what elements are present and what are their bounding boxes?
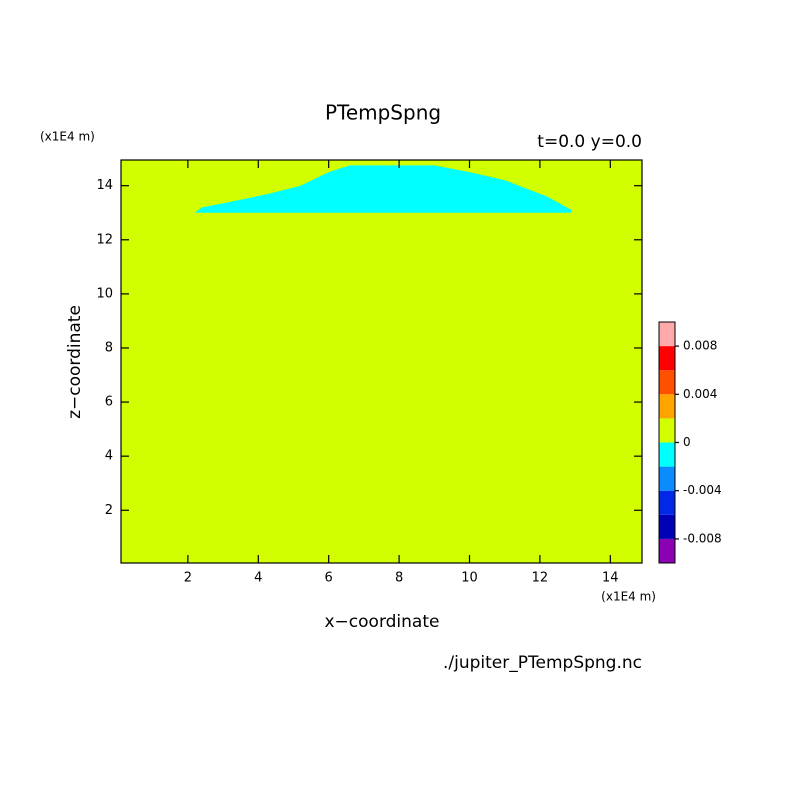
- y-tick-label: 4: [105, 449, 113, 464]
- colorbar-tick-label: -0.008: [683, 531, 722, 545]
- y-tick-label: 14: [96, 178, 113, 193]
- y-tick-label: 8: [105, 340, 113, 355]
- colorbar-bin: [659, 442, 675, 467]
- x-tick-label: 2: [184, 571, 192, 586]
- x-tick-label: 14: [602, 571, 619, 586]
- colorbar-bin: [659, 418, 675, 443]
- colorbar-bin: [659, 322, 675, 347]
- colorbar-bin: [659, 538, 675, 563]
- source-label: ./jupiter_PTempSpng.nc: [443, 653, 642, 673]
- x-axis-label: x−coordinate: [325, 612, 440, 632]
- contour-region: [194, 165, 572, 213]
- x-tick-label: 10: [461, 571, 478, 586]
- y-tick-label: 6: [105, 395, 113, 410]
- colorbar-bin: [659, 466, 675, 491]
- colorbar-bin: [659, 514, 675, 539]
- x-unit: (x1E4 m): [601, 590, 656, 604]
- y-tick-label: 2: [105, 503, 113, 518]
- y-axis-label: z−coordinate: [65, 305, 85, 419]
- colorbar-tick-label: -0.004: [683, 483, 722, 497]
- colorbar-bin: [659, 370, 675, 395]
- plot-frame: [120, 159, 643, 564]
- y-tick-label: 10: [96, 286, 113, 301]
- colorbar-bin: [659, 346, 675, 371]
- colorbar-bin: [659, 490, 675, 515]
- chart-title: PTempSpng: [325, 101, 441, 125]
- colorbar-tick-label: 0: [683, 435, 691, 449]
- colorbar-tick-label: 0.008: [683, 339, 717, 353]
- y-tick-label: 12: [96, 232, 113, 247]
- background-field: [121, 160, 642, 563]
- colorbar-bin: [659, 394, 675, 419]
- x-tick-label: 8: [395, 571, 403, 586]
- x-tick-label: 12: [532, 571, 549, 586]
- y-unit: (x1E4 m): [40, 130, 95, 144]
- subtitle: t=0.0 y=0.0: [537, 132, 642, 152]
- colorbar-tick-label: 0.004: [683, 387, 717, 401]
- x-tick-label: 4: [254, 571, 262, 586]
- x-tick-label: 6: [325, 571, 333, 586]
